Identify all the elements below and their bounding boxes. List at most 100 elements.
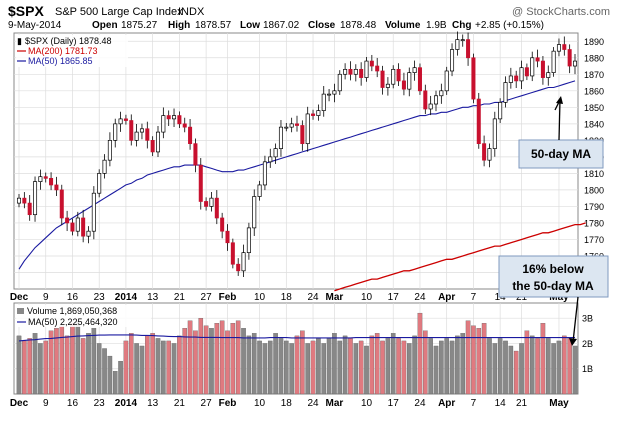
volume-bar — [289, 343, 294, 395]
candle-body — [27, 202, 32, 216]
price-tick-label: 1880 — [584, 53, 604, 63]
candle-body — [364, 60, 369, 78]
low-value: 1867.02 — [263, 20, 300, 31]
ma-callout: 50-day MA — [518, 96, 604, 169]
legend-volume-swatch — [17, 308, 24, 314]
volume-bar — [294, 335, 300, 395]
candle-body — [49, 177, 54, 186]
volume-bar — [54, 328, 59, 395]
x-tick-label: 10 — [254, 292, 266, 303]
candle-body — [278, 126, 283, 149]
candle-body — [118, 118, 123, 125]
volume-bar — [70, 323, 75, 395]
volume-bar — [112, 371, 118, 395]
high-label: High — [168, 20, 190, 31]
x-tick-label: 24 — [307, 292, 319, 303]
volume-bar — [423, 330, 428, 395]
volume-bar — [476, 328, 482, 395]
x-tick-label: 9 — [43, 292, 49, 303]
x-tick-label: 10 — [361, 292, 373, 303]
candle-body — [70, 222, 75, 232]
volume-bar — [48, 330, 54, 395]
candle-body — [412, 67, 417, 73]
volume-bar — [374, 333, 380, 395]
price-tick-label: 1790 — [584, 202, 604, 212]
ma200-line — [334, 222, 586, 292]
price-panel — [13, 32, 579, 290]
candle-body — [193, 143, 198, 166]
candle-body — [551, 50, 556, 73]
x-tick-label: Dec — [10, 292, 29, 303]
volume-bar — [492, 343, 498, 395]
volume-bar — [508, 345, 514, 395]
candle-body — [22, 197, 27, 204]
candle-body — [33, 181, 38, 216]
volume-bar — [567, 338, 572, 395]
x-tick-label: 24 — [414, 292, 426, 303]
price-tick-label: 1810 — [584, 169, 604, 179]
volume-tick-label: 1B — [582, 364, 593, 374]
x-axis-bottom: Dec 9 16 23 2014 13 21 27 Feb 10 18 24 Mar 10 17 24 Apr 7… — [10, 398, 569, 409]
candle-body — [38, 176, 43, 182]
volume-ma-layer — [18, 334, 575, 342]
volume-bar — [107, 355, 113, 395]
candle-body — [535, 57, 540, 62]
candle-body — [246, 227, 251, 254]
volume-bar — [214, 323, 220, 395]
below-callout-line1: 16% below — [522, 262, 584, 276]
volume-bar — [150, 333, 155, 395]
volume-bar — [38, 343, 43, 395]
volume-bar — [385, 338, 391, 395]
x-tick-label: Apr — [438, 292, 455, 303]
volume-bar — [182, 328, 188, 395]
ma200-layer — [334, 222, 586, 292]
price-tick-label: 1770 — [584, 235, 604, 245]
x-tick-label: May — [549, 398, 569, 409]
ma-callout-box — [518, 139, 604, 169]
candle-body — [107, 140, 112, 161]
below-callout: 16% below the 50-day MA — [498, 255, 609, 346]
candle-body — [444, 70, 449, 92]
candle-body — [572, 60, 578, 67]
x-tick-label: 21 — [516, 398, 528, 409]
below-arrowhead-icon — [569, 338, 577, 346]
candle-body — [268, 156, 273, 163]
date: 9-May-2014 — [8, 20, 62, 31]
volume-value: 1.9B — [426, 20, 447, 31]
candle-body — [241, 252, 246, 272]
volume-bar — [193, 330, 198, 395]
candle-body — [220, 217, 225, 232]
candle-body — [353, 68, 358, 75]
volume-bar — [139, 345, 145, 395]
candle-body — [102, 159, 107, 174]
volume-bar — [497, 338, 503, 395]
candle-body — [530, 57, 535, 77]
volume-bar — [27, 338, 32, 395]
below-callout-line2: the 50-day MA — [512, 279, 594, 293]
price-tick-label: 1850 — [584, 103, 604, 113]
volume-bar — [96, 343, 102, 395]
candle-body — [81, 217, 86, 237]
x-tick-label: 24 — [307, 398, 319, 409]
volume-bar — [123, 340, 129, 395]
price-tick-label: 1800 — [584, 185, 604, 195]
volume-bar — [572, 345, 578, 395]
volume-bar — [22, 340, 27, 395]
candle-body — [16, 197, 22, 204]
volume-bar — [390, 333, 396, 395]
legend-volume: Volume 1,869,050,368 — [27, 306, 117, 316]
volume-bar — [455, 335, 460, 395]
watermark: @ StockCharts.com — [512, 6, 610, 18]
volume-bar — [380, 340, 385, 395]
volume-bar — [439, 340, 444, 395]
candle-body — [519, 67, 524, 82]
x-tick-label: Dec — [10, 398, 29, 409]
candle-body — [337, 73, 342, 92]
volume-bar — [326, 338, 332, 395]
candle-body — [294, 123, 300, 126]
candle-body — [428, 103, 433, 110]
candle-body — [161, 115, 166, 133]
volume-tick-label: 3B — [582, 314, 593, 324]
volume-bar — [300, 330, 305, 395]
